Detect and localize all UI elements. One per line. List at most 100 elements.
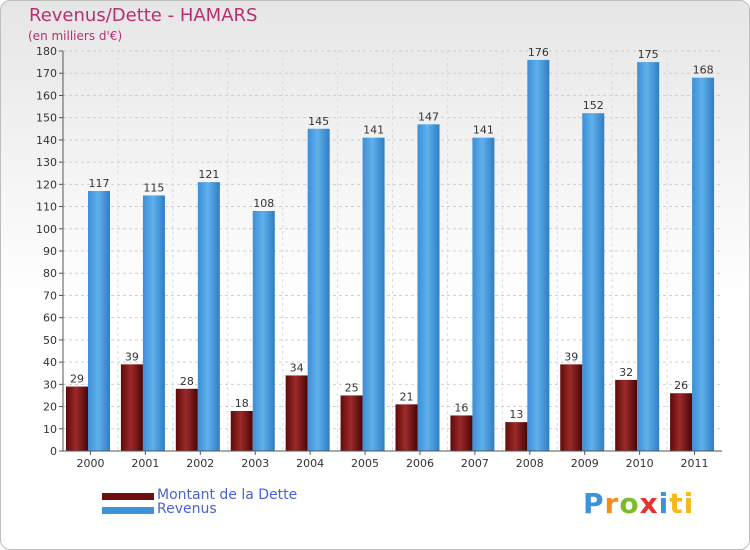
logo-letter: ti bbox=[669, 487, 695, 520]
axes bbox=[62, 51, 722, 452]
y-tick-label: 0 bbox=[50, 445, 57, 458]
bar-revenus bbox=[637, 62, 660, 451]
legend-swatch-revenus bbox=[102, 507, 154, 514]
logo-letter: o bbox=[619, 487, 640, 520]
x-tick-label: 2008 bbox=[516, 457, 544, 470]
value-labels: 29 117 39 115 28 121 18 108 34 145 25 141 21 147 16 141… bbox=[70, 46, 714, 421]
x-tick-label: 2009 bbox=[571, 457, 599, 470]
x-tick-label: 2000 bbox=[76, 457, 104, 470]
bar-dette bbox=[230, 411, 253, 451]
x-tick-label: 2005 bbox=[351, 457, 379, 470]
y-tick-label: 130 bbox=[36, 156, 57, 169]
legend-label-revenus: Revenus bbox=[157, 501, 217, 517]
bar-dette bbox=[560, 364, 583, 451]
value-label: 18 bbox=[235, 397, 249, 410]
logo-letter: i bbox=[658, 487, 670, 520]
y-tick-label: 40 bbox=[43, 356, 57, 369]
bar-dette bbox=[120, 364, 143, 451]
x-tick-label: 2010 bbox=[626, 457, 654, 470]
y-tick-label: 30 bbox=[43, 378, 57, 391]
x-tick-label: 2004 bbox=[296, 457, 324, 470]
y-tick-label: 70 bbox=[43, 289, 57, 302]
bar-revenus bbox=[307, 128, 330, 451]
value-label: 141 bbox=[363, 124, 384, 137]
bar-revenus bbox=[142, 195, 165, 451]
value-label: 32 bbox=[619, 366, 633, 379]
bar-revenus bbox=[472, 137, 495, 451]
value-label: 117 bbox=[89, 177, 110, 190]
value-label: 16 bbox=[454, 401, 468, 414]
y-tick-label: 160 bbox=[36, 89, 57, 102]
gridlines bbox=[63, 50, 722, 452]
logo-letter: P bbox=[583, 487, 605, 520]
value-label: 147 bbox=[418, 110, 439, 123]
bar-dette bbox=[175, 388, 198, 451]
legend-swatch-dette bbox=[102, 493, 154, 500]
value-label: 26 bbox=[674, 379, 688, 392]
y-tick-label: 100 bbox=[36, 223, 57, 236]
y-tick-label: 140 bbox=[36, 134, 57, 147]
bar-revenus bbox=[417, 124, 440, 451]
y-tick-label: 20 bbox=[43, 401, 57, 414]
y-tick-label: 110 bbox=[36, 201, 57, 214]
y-tick-label: 50 bbox=[43, 334, 57, 347]
y-tick-label: 80 bbox=[43, 267, 57, 280]
value-label: 29 bbox=[70, 373, 84, 386]
value-label: 115 bbox=[143, 181, 164, 194]
value-label: 168 bbox=[693, 64, 714, 77]
value-label: 13 bbox=[509, 408, 523, 421]
x-tick-label: 2003 bbox=[241, 457, 269, 470]
bar-dette bbox=[615, 379, 638, 451]
bar-revenus bbox=[362, 137, 385, 451]
x-tick-label: 2007 bbox=[461, 457, 489, 470]
bar-dette bbox=[450, 415, 473, 451]
bar-dette bbox=[340, 395, 363, 451]
value-label: 39 bbox=[125, 350, 139, 363]
x-tick-label: 2011 bbox=[681, 457, 709, 470]
chart-subtitle: (en milliers d'€) bbox=[28, 29, 123, 43]
bars bbox=[66, 59, 715, 452]
y-tick-label: 150 bbox=[36, 112, 57, 125]
bar-revenus bbox=[88, 191, 110, 451]
y-axis-ticks: 0 10 20 30 40 50 60 70 80 90 100 110 120 130 140 150 160… bbox=[36, 45, 63, 458]
value-label: 108 bbox=[253, 197, 274, 210]
logo-letter: r bbox=[604, 487, 620, 520]
value-label: 39 bbox=[564, 350, 578, 363]
legend-label-dette: Montant de la Dette bbox=[157, 487, 298, 503]
x-axis-ticks: 2000 2001 2002 2003 2004 2005 2006 2007 2008 2009… bbox=[76, 451, 709, 470]
value-label: 145 bbox=[308, 115, 329, 128]
value-label: 121 bbox=[198, 168, 219, 181]
bar-dette bbox=[505, 422, 528, 451]
value-label: 28 bbox=[180, 375, 194, 388]
y-tick-label: 90 bbox=[43, 245, 57, 258]
chart-title: Revenus/Dette - HAMARS bbox=[29, 5, 258, 26]
y-tick-label: 10 bbox=[43, 423, 57, 436]
x-tick-label: 2006 bbox=[406, 457, 434, 470]
x-tick-label: 2001 bbox=[131, 457, 159, 470]
logo-letter: x bbox=[639, 487, 659, 520]
bar-dette bbox=[66, 386, 88, 451]
y-tick-label: 60 bbox=[43, 312, 57, 325]
y-tick-label: 120 bbox=[36, 178, 57, 191]
proxiti-logo: Proxiti bbox=[583, 487, 694, 520]
value-label: 141 bbox=[473, 124, 494, 137]
x-tick-label: 2002 bbox=[186, 457, 214, 470]
y-tick-label: 170 bbox=[36, 67, 57, 80]
bar-dette bbox=[285, 375, 308, 451]
value-label: 176 bbox=[528, 46, 549, 59]
value-label: 175 bbox=[638, 48, 659, 61]
bar-revenus bbox=[582, 113, 605, 451]
bar-revenus bbox=[252, 211, 275, 451]
bar-dette bbox=[670, 393, 693, 451]
bar-revenus bbox=[527, 59, 550, 452]
bar-revenus bbox=[197, 182, 220, 451]
bar-revenus bbox=[692, 77, 715, 452]
y-tick-label: 180 bbox=[36, 45, 57, 58]
bar-dette bbox=[395, 404, 418, 451]
value-label: 34 bbox=[290, 361, 304, 374]
value-label: 152 bbox=[583, 99, 604, 112]
value-label: 21 bbox=[400, 390, 414, 403]
value-label: 25 bbox=[345, 381, 359, 394]
